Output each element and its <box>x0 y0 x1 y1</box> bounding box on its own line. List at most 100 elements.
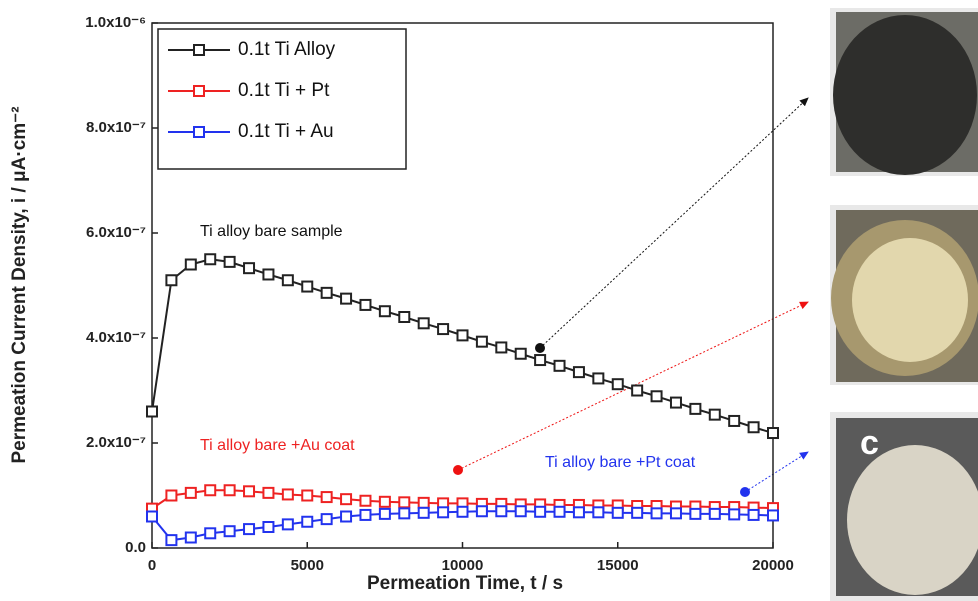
y-tick-label: 8.0x10⁻⁷ <box>86 119 146 136</box>
marker <box>534 505 547 518</box>
marker <box>631 384 644 397</box>
marker <box>320 513 333 526</box>
dot <box>740 487 750 497</box>
sample <box>833 15 977 175</box>
x-tick-label: 5000 <box>291 557 324 574</box>
marker <box>572 506 585 519</box>
legend-label: 0.1t Ti Alloy <box>238 39 336 60</box>
marker <box>631 506 644 519</box>
marker <box>378 305 391 318</box>
x-tick-label: 15000 <box>597 557 639 574</box>
marker <box>417 506 430 519</box>
marker <box>553 359 566 372</box>
marker <box>359 494 372 507</box>
marker <box>398 507 411 520</box>
marker <box>340 510 353 523</box>
marker <box>611 506 624 519</box>
marker <box>728 508 741 521</box>
marker <box>689 507 702 520</box>
marker <box>708 507 721 520</box>
marker <box>767 509 779 522</box>
annotation: Ti alloy bare +Pt coat <box>545 454 696 471</box>
marker <box>320 286 333 299</box>
marker <box>146 510 158 523</box>
marker <box>378 507 391 520</box>
marker <box>514 347 527 360</box>
marker <box>456 329 469 342</box>
marker <box>514 505 527 518</box>
marker <box>398 311 411 323</box>
y-axis-title: Permeation Current Density, i / μA·cm⁻² <box>9 106 30 463</box>
marker <box>243 523 256 536</box>
marker <box>204 253 217 266</box>
dot <box>453 465 463 475</box>
marker <box>320 491 333 504</box>
marker <box>340 493 353 506</box>
marker <box>359 298 372 311</box>
marker <box>223 484 236 497</box>
marker <box>437 323 450 336</box>
marker <box>378 495 391 508</box>
y-tick-label: 0.0 <box>125 539 146 556</box>
sample <box>852 238 968 362</box>
marker <box>650 390 663 403</box>
marker <box>592 372 605 385</box>
marker <box>650 507 663 520</box>
marker <box>728 414 741 427</box>
y-tick-label: 2.0x10⁻⁷ <box>86 434 146 451</box>
photos: c <box>830 8 978 601</box>
y-tick-label: 1.0x10⁻⁶ <box>85 14 146 31</box>
legend-marker <box>193 44 205 56</box>
marker <box>747 508 760 521</box>
marker <box>184 531 197 544</box>
marker <box>165 274 178 287</box>
marker <box>243 262 256 275</box>
marker <box>689 402 702 415</box>
x-tick-label: 20000 <box>752 557 794 574</box>
marker <box>301 515 314 528</box>
marker <box>572 366 585 379</box>
marker <box>611 378 624 391</box>
marker <box>223 255 236 268</box>
marker <box>495 505 508 518</box>
marker <box>262 521 275 533</box>
annotation: Ti alloy bare +Au coat <box>200 437 355 454</box>
marker <box>669 507 682 520</box>
marker <box>534 354 547 367</box>
marker <box>301 489 314 502</box>
y-tick-label: 4.0x10⁻⁷ <box>86 329 146 346</box>
photo-label: c <box>860 424 879 462</box>
marker <box>184 486 197 499</box>
marker <box>165 534 178 547</box>
arrow <box>744 451 809 493</box>
marker <box>456 505 469 518</box>
marker <box>223 525 236 538</box>
marker <box>398 496 411 509</box>
dot <box>535 343 545 353</box>
marker <box>359 508 372 521</box>
marker <box>243 485 256 498</box>
annotation: Ti alloy bare sample <box>200 223 343 240</box>
marker <box>669 396 682 409</box>
marker <box>301 280 314 293</box>
legend-marker <box>193 85 205 97</box>
marker <box>281 518 294 531</box>
marker <box>165 489 178 502</box>
marker <box>417 496 430 509</box>
marker <box>146 405 158 418</box>
arrow <box>539 97 809 349</box>
arrow <box>457 301 809 471</box>
marker <box>262 486 275 499</box>
marker <box>475 505 488 518</box>
x-axis-title: Permeation Time, t / s <box>367 573 563 594</box>
marker <box>281 488 294 501</box>
marker <box>495 341 508 354</box>
marker <box>747 421 760 434</box>
marker <box>281 274 294 287</box>
sample <box>847 445 978 595</box>
marker <box>553 505 566 518</box>
y-tick-label: 6.0x10⁻⁷ <box>86 224 146 241</box>
x-tick-label: 10000 <box>442 557 484 574</box>
legend-label: 0.1t Ti + Pt <box>238 80 330 101</box>
